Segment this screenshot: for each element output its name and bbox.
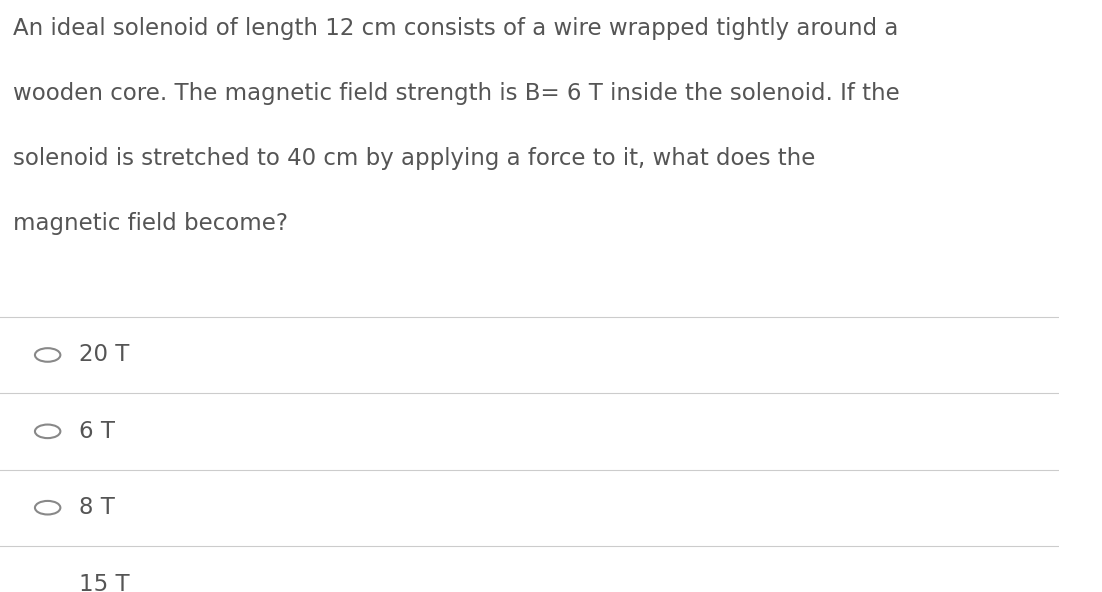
Text: 20 T: 20 T: [79, 343, 130, 366]
Text: solenoid is stretched to 40 cm by applying a force to it, what does the: solenoid is stretched to 40 cm by applyi…: [13, 147, 815, 170]
Text: 15 T: 15 T: [79, 572, 130, 592]
Text: An ideal solenoid of length 12 cm consists of a wire wrapped tightly around a: An ideal solenoid of length 12 cm consis…: [13, 17, 898, 40]
Text: wooden core. The magnetic field strength is B= 6 T inside the solenoid. If the: wooden core. The magnetic field strength…: [13, 82, 899, 105]
Text: magnetic field become?: magnetic field become?: [13, 212, 288, 235]
Text: 8 T: 8 T: [79, 496, 116, 519]
Text: 6 T: 6 T: [79, 420, 116, 443]
